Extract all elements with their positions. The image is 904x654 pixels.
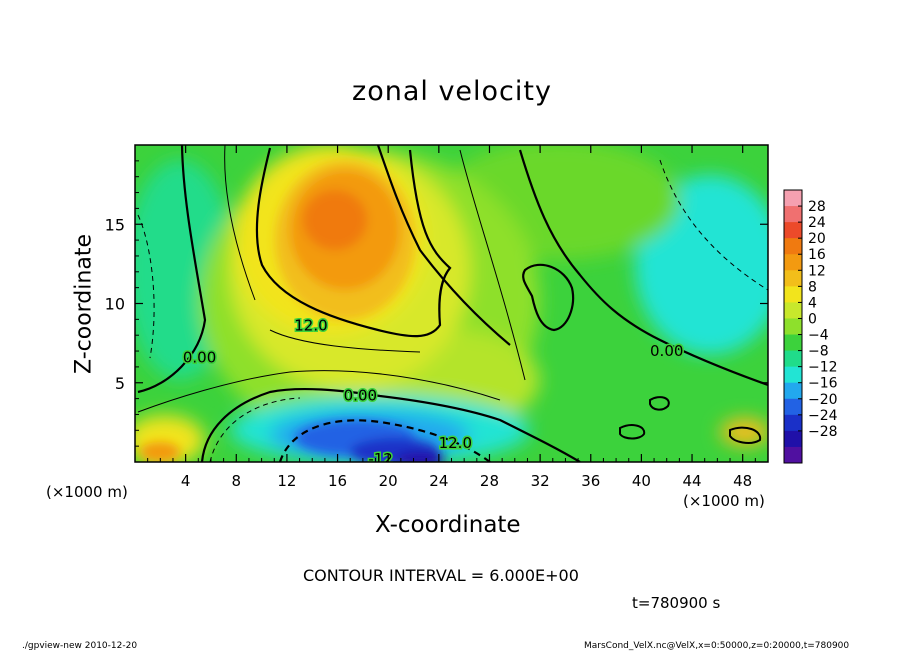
colorbar-swatch <box>784 414 802 432</box>
heatmap-field: 12.0 0.00 0.00 0.00 12.0 -12 <box>135 145 768 468</box>
contour-zero-left <box>137 145 207 394</box>
colorbar-swatch <box>784 318 802 336</box>
contour-interval-note: CONTOUR INTERVAL = 6.000E+00 <box>303 566 579 585</box>
field-core-regions <box>140 160 445 462</box>
contour-label: 0.00 <box>183 348 216 366</box>
contour-label: 0.00 <box>650 342 683 360</box>
y-tick-label: 5 <box>115 374 125 393</box>
colorbar-label: −16 <box>808 376 838 392</box>
contour-negative-dashed <box>209 397 301 462</box>
contour-small-loop <box>649 396 670 411</box>
colorbar-swatch <box>784 382 802 400</box>
y-tick-label: 10 <box>105 295 125 314</box>
colorbar-swatch <box>784 350 802 368</box>
contour-island <box>522 263 575 332</box>
x-tick-label: 4 <box>181 472 191 490</box>
contour-thin <box>137 370 501 413</box>
field-region <box>140 442 180 462</box>
contour-label: 0.00 <box>344 386 377 404</box>
colorbar-label: 8 <box>808 279 817 295</box>
x-axis-label: X-coordinate <box>375 512 521 538</box>
colorbar-swatch <box>784 302 802 319</box>
colorbar-label: −28 <box>808 424 838 440</box>
x-axis: 4 8 12 16 20 24 28 32 36 40 44 48 <box>147 145 756 490</box>
contour-12-positive <box>255 147 452 338</box>
chart-title: zonal velocity <box>352 76 552 107</box>
x-tick-label: 48 <box>733 472 752 490</box>
contour-labels: 12.0 0.00 0.00 0.00 12.0 -12 <box>181 315 685 468</box>
colorbar-swatch <box>784 238 802 255</box>
contour-zero-upper-right <box>518 149 768 387</box>
colorbar-swatch <box>784 254 802 271</box>
x-tick-label: 20 <box>379 472 398 490</box>
x-unit-label-left: (×1000 m) <box>46 483 128 501</box>
contour-thin <box>459 149 526 381</box>
y-tick-label: 15 <box>105 215 125 234</box>
colorbar-swatch <box>784 446 802 464</box>
footer-left-text: ./gpview-new 2010-12-20 <box>22 641 138 651</box>
x-tick-label: 12 <box>277 472 296 490</box>
contour-thin <box>224 145 256 301</box>
footer-right-text: MarsCond_VelX.nc@VelX,x=0:50000,z=0:2000… <box>584 641 850 651</box>
colorbar-label: 20 <box>808 231 826 247</box>
colorbar-swatch <box>784 286 802 303</box>
contour-12-negative <box>278 419 491 462</box>
x-tick-label: 8 <box>232 472 242 490</box>
x-tick-label: 44 <box>682 472 701 490</box>
colorbar-label: 28 <box>808 199 826 215</box>
colorbar-swatch <box>784 190 802 207</box>
contour-small-loop <box>619 424 646 440</box>
x-tick-label: 16 <box>328 472 347 490</box>
colorbar-swatch <box>784 398 802 416</box>
contour-small-loop <box>729 426 762 444</box>
contour-negative-dashed <box>659 159 768 291</box>
x-tick-label: 40 <box>632 472 651 490</box>
colorbar-swatch <box>784 430 802 448</box>
field-region <box>720 418 768 446</box>
contour-label: 12.0 <box>294 317 327 335</box>
colorbar-label: 24 <box>808 215 826 231</box>
y-axis: 5 10 15 <box>105 160 768 447</box>
contour-thin <box>269 329 421 353</box>
x-unit-label-right: (×1000 m) <box>683 492 765 510</box>
x-tick-label: 28 <box>480 472 499 490</box>
x-tick-label: 36 <box>581 472 600 490</box>
colorbar-swatch <box>784 222 802 239</box>
colorbar-label: −12 <box>808 360 838 376</box>
colorbar-label: 0 <box>808 311 817 327</box>
colorbar-label: 16 <box>808 247 826 263</box>
colorbar-swatch <box>784 270 802 287</box>
contour-zero-mid <box>200 387 581 462</box>
contour-negative-dashed <box>137 214 155 359</box>
colorbar-swatch <box>784 334 802 352</box>
colorbar-swatch <box>784 366 802 384</box>
colorbar-label: −8 <box>808 344 829 360</box>
colorbar-label: −4 <box>808 328 829 344</box>
colorbar-frame <box>783 189 803 464</box>
x-tick-label: 32 <box>531 472 550 490</box>
x-tick-label: 24 <box>429 472 448 490</box>
contour-lines <box>137 145 768 462</box>
contour-label: -12 <box>368 450 393 468</box>
field-region <box>395 452 445 462</box>
contour-label: 12.0 <box>439 434 472 452</box>
colorbar-label: −24 <box>808 408 838 424</box>
colorbar-label: −20 <box>808 392 838 408</box>
colorbar-label: 12 <box>808 263 826 279</box>
contour-zero-right <box>376 145 511 346</box>
colorbar-swatch <box>784 206 802 223</box>
colorbar-label: 4 <box>808 295 817 311</box>
time-stamp-note: t=780900 s <box>632 594 721 612</box>
field-region <box>303 190 367 250</box>
